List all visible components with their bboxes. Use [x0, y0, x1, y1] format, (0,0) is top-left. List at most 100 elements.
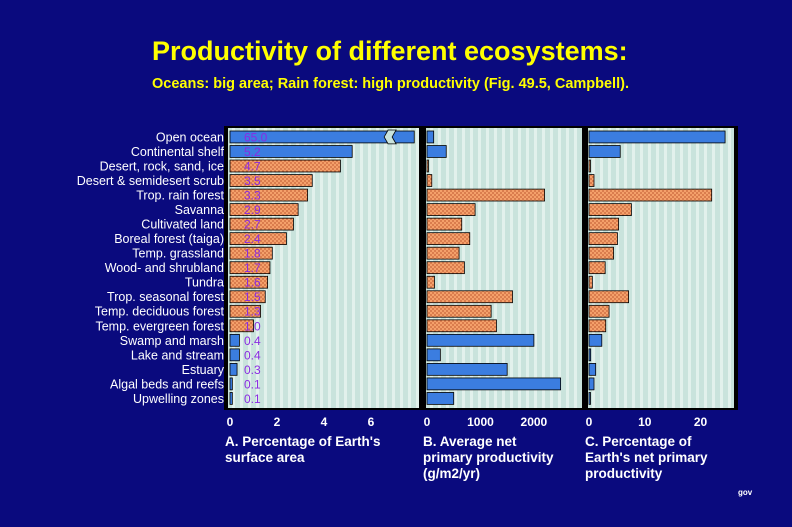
category-label: Trop. rain forest [136, 189, 224, 203]
bar-B [426, 232, 471, 245]
panel-stripe [376, 128, 379, 408]
panel-stripe [542, 128, 545, 408]
panel-background [588, 128, 734, 408]
bar-A [229, 145, 353, 158]
bar-A [229, 188, 308, 202]
category-label: Wood- and shrubland [105, 261, 224, 275]
bar-A [229, 159, 341, 173]
bar-A [229, 319, 254, 333]
bar-A [229, 348, 240, 362]
category-label: Lake and stream [131, 348, 224, 362]
panel-stripe [368, 128, 371, 408]
bar-A [229, 261, 271, 275]
value-label: 2.7 [244, 218, 261, 232]
value-label: 1.6 [244, 276, 261, 290]
bar-C [588, 145, 621, 158]
panel-caption: Earth's net primary [585, 450, 708, 465]
tick-label: 6 [368, 415, 375, 429]
panel-caption: productivity [585, 466, 663, 481]
panel-stripe [384, 128, 387, 408]
category-label: Upwelling zones [133, 392, 224, 406]
bar-B [426, 319, 497, 333]
value-label: 0.3 [244, 363, 261, 377]
panel-stripe [534, 128, 537, 408]
panel-stripe [280, 128, 283, 408]
value-label: 4.7 [244, 159, 261, 173]
panel-stripe [574, 128, 577, 408]
value-label: 3.3 [244, 189, 261, 203]
panel-stripe [510, 128, 513, 408]
bar-A [229, 174, 313, 187]
category-label: Algal beds and reefs [110, 377, 224, 391]
category-label: Cultivated land [141, 218, 224, 232]
panel-stripe [558, 128, 561, 408]
panel-stripe [608, 128, 611, 408]
panel-caption: (g/m2/yr) [423, 466, 480, 481]
bar-B [426, 145, 447, 158]
category-label: Desert & semidesert scrub [77, 174, 224, 188]
panel-stripe [672, 128, 675, 408]
category-label: Continental shelf [131, 145, 225, 159]
credit-tag: gov [738, 488, 753, 497]
panel-stripe [392, 128, 395, 408]
tick-label: 4 [321, 415, 328, 429]
panel-stripe [312, 128, 315, 408]
panel-stripe [664, 128, 667, 408]
value-label: 1.8 [244, 247, 261, 261]
tick-label: 0 [227, 415, 234, 429]
page-title: Productivity of different ecosystems: [152, 36, 628, 66]
panel-stripe [688, 128, 691, 408]
bar-C [588, 188, 713, 202]
panel-stripe [272, 128, 275, 408]
bar-B [426, 348, 441, 362]
value-label: 2.4 [244, 232, 261, 246]
tick-label: 0 [586, 415, 593, 429]
bar-C [588, 261, 606, 275]
panel-A: 65.05.24.73.53.32.92.72.41.81.71.61.51.3… [224, 126, 422, 465]
bar-C [588, 217, 619, 231]
bar-B [426, 392, 455, 405]
bar-C [588, 377, 595, 391]
panel-stripe [360, 128, 363, 408]
bar-B [426, 333, 535, 347]
panel-stripe [704, 128, 707, 408]
value-label: 3.5 [244, 174, 261, 188]
value-label: 1.5 [244, 290, 261, 304]
panel-stripe [486, 128, 489, 408]
bar-C [588, 348, 592, 362]
panel-stripe [720, 128, 723, 408]
value-label: 0.4 [244, 348, 261, 362]
tick-label: 0 [424, 415, 431, 429]
bar-A [229, 130, 415, 144]
category-label: Temp. grassland [132, 247, 224, 261]
panel-stripe [408, 128, 411, 408]
panel-stripe [352, 128, 355, 408]
bar-B [426, 130, 435, 144]
bar-A [229, 333, 240, 347]
panel-caption: primary productivity [423, 450, 554, 465]
bar-A [229, 217, 294, 231]
bar-C [588, 275, 593, 289]
bar-A [229, 363, 238, 376]
bar-B [426, 363, 508, 376]
value-label: 1.0 [244, 319, 261, 333]
panel-stripe [400, 128, 403, 408]
category-label: Temp. deciduous forest [95, 305, 225, 319]
panel-stripe [632, 128, 635, 408]
bar-B [426, 217, 463, 231]
tick-label: 10 [638, 415, 652, 429]
bar-A [229, 377, 233, 391]
bar-C [588, 159, 591, 173]
bar-B [426, 174, 433, 187]
panel-caption: C. Percentage of [585, 434, 692, 449]
bar-A [229, 290, 266, 304]
panel-stripe [566, 128, 569, 408]
value-label: 0.1 [244, 377, 261, 391]
panel-stripe [550, 128, 553, 408]
panel-stripe [624, 128, 627, 408]
category-label: Boreal forest (taiga) [114, 232, 224, 246]
category-label: Temp. evergreen forest [95, 319, 224, 333]
panel-stripe [470, 128, 473, 408]
panel-caption: A. Percentage of Earth's [225, 434, 381, 449]
bar-B [426, 203, 476, 216]
